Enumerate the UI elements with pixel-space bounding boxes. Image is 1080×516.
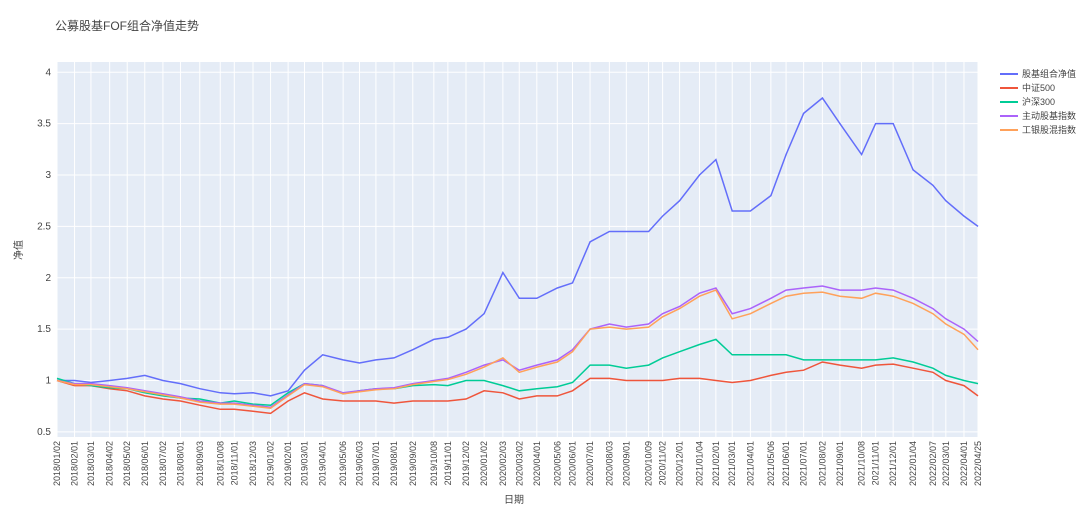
x-tick-label: 2020/03/02 xyxy=(514,441,524,486)
x-tick-label: 2018/01/02 xyxy=(52,441,62,486)
x-tick-label: 2021/12/01 xyxy=(888,441,898,486)
x-tick-label: 2020/06/01 xyxy=(568,441,578,486)
series-line xyxy=(56,289,979,409)
y-tick-label: 1.5 xyxy=(37,324,51,335)
x-tick-label: 2021/11/01 xyxy=(871,441,881,485)
x-tick-label: 2018/06/01 xyxy=(140,441,150,486)
x-tick-label: 2020/07/01 xyxy=(585,441,595,486)
x-tick-label: 2021/02/01 xyxy=(711,441,721,486)
legend-label: 工银股混指数 xyxy=(1022,124,1076,135)
x-tick-label: 2020/11/02 xyxy=(658,441,668,485)
x-tick-label: 2020/01/02 xyxy=(479,441,489,486)
x-tick-label: 2018/09/03 xyxy=(195,441,205,486)
x-tick-label: 2019/01/02 xyxy=(266,441,276,486)
x-tick-label: 2021/04/01 xyxy=(745,441,755,486)
y-tick-label: 0.5 xyxy=(37,427,51,438)
legend-label: 主动股基指数 xyxy=(1022,110,1076,121)
x-tick-label: 2020/12/01 xyxy=(675,441,685,486)
x-tick-label: 2021/09/01 xyxy=(835,441,845,486)
y-tick-label: 3.5 xyxy=(37,119,51,130)
x-tick-label: 2019/09/02 xyxy=(408,441,418,486)
legend-label: 中证500 xyxy=(1022,82,1055,93)
x-tick-label: 2021/05/06 xyxy=(766,441,776,486)
chart-title: 公募股基FOF组合净值走势 xyxy=(55,18,199,33)
x-tick-label: 2019/05/06 xyxy=(338,441,348,486)
x-tick-label: 2019/12/02 xyxy=(461,441,471,486)
x-tick-label: 2019/07/01 xyxy=(371,441,381,486)
y-tick-label: 2.5 xyxy=(37,221,51,232)
x-tick-label: 2022/04/25 xyxy=(973,441,983,486)
x-tick-label: 2019/08/01 xyxy=(389,441,399,486)
x-tick-label: 2018/05/02 xyxy=(122,441,132,486)
x-tick-label: 2018/02/01 xyxy=(70,441,80,486)
x-tick-label: 2021/07/01 xyxy=(799,441,809,486)
x-tick-label: 2018/04/02 xyxy=(105,441,115,486)
x-tick-label: 2018/08/01 xyxy=(175,441,185,486)
x-tick-label: 2020/10/09 xyxy=(644,441,654,486)
y-tick-label: 2 xyxy=(45,273,51,284)
x-tick-label: 2021/06/01 xyxy=(781,441,791,486)
series-line xyxy=(57,96,979,397)
x-tick-label: 2021/01/04 xyxy=(694,441,704,486)
plot-area xyxy=(57,62,978,437)
x-tick-label: 2018/07/02 xyxy=(158,441,168,486)
series-line xyxy=(56,361,979,415)
x-tick-label: 2022/03/01 xyxy=(941,441,951,486)
x-tick-label: 2019/04/01 xyxy=(318,441,328,486)
x-tick-label: 2020/08/03 xyxy=(604,441,614,486)
x-tick-label: 2022/01/04 xyxy=(908,441,918,486)
series-line xyxy=(56,285,979,408)
x-tick-label: 2021/08/02 xyxy=(817,441,827,486)
x-tick-label: 2022/04/01 xyxy=(959,441,969,486)
x-axis-title: 日期 xyxy=(504,494,524,506)
y-tick-label: 4 xyxy=(45,67,51,78)
x-tick-label: 2019/11/01 xyxy=(443,441,453,485)
x-tick-label: 2018/10/08 xyxy=(215,441,225,486)
x-tick-label: 2022/02/07 xyxy=(928,441,938,486)
x-tick-label: 2019/03/01 xyxy=(300,441,310,486)
y-axis-title: 净值 xyxy=(12,240,25,260)
x-tick-label: 2018/12/03 xyxy=(248,441,258,486)
x-tick-label: 2020/09/01 xyxy=(621,441,631,486)
x-tick-label: 2021/03/01 xyxy=(727,441,737,486)
x-tick-label: 2019/06/03 xyxy=(355,441,365,486)
y-tick-label: 3 xyxy=(45,170,51,181)
legend-label: 沪深300 xyxy=(1022,96,1055,107)
x-tick-label: 2019/10/08 xyxy=(429,441,439,486)
x-tick-label: 2021/10/08 xyxy=(857,441,867,486)
x-tick-label: 2020/04/01 xyxy=(532,441,542,486)
x-tick-label: 2020/05/06 xyxy=(552,441,562,486)
x-tick-label: 2020/02/03 xyxy=(498,441,508,486)
y-tick-label: 1 xyxy=(45,375,51,386)
legend-label: 股基组合净值 xyxy=(1022,68,1076,79)
x-tick-label: 2018/11/01 xyxy=(229,441,239,485)
x-tick-label: 2018/03/01 xyxy=(86,441,96,486)
x-tick-label: 2019/02/01 xyxy=(283,441,293,486)
